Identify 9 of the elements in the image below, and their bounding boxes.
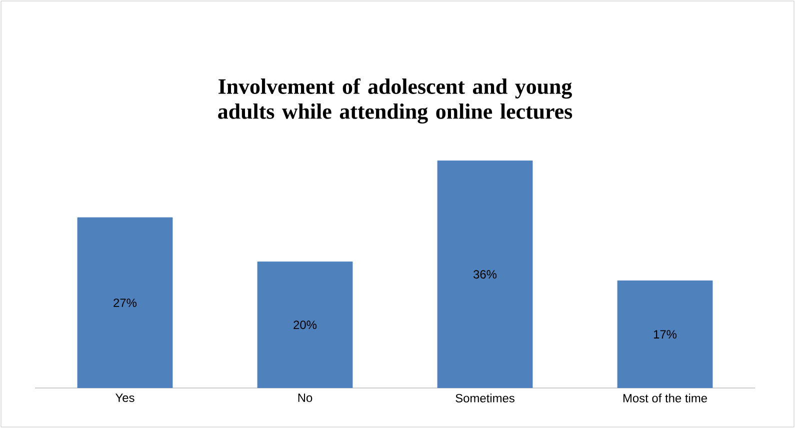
data-label: 36% — [473, 270, 497, 279]
x-tick-label: Sometimes — [456, 394, 514, 402]
x-tick-label: Yes — [116, 394, 134, 402]
data-label: 27% — [114, 298, 137, 307]
chart-title: Involvement of adolescent and young adults while attending online lectures — [218, 78, 572, 124]
x-tick-label: Most of the time — [623, 394, 707, 402]
data-label: 17% — [654, 330, 677, 339]
data-label: 20% — [294, 320, 317, 330]
x-tick-label: No — [298, 394, 312, 402]
